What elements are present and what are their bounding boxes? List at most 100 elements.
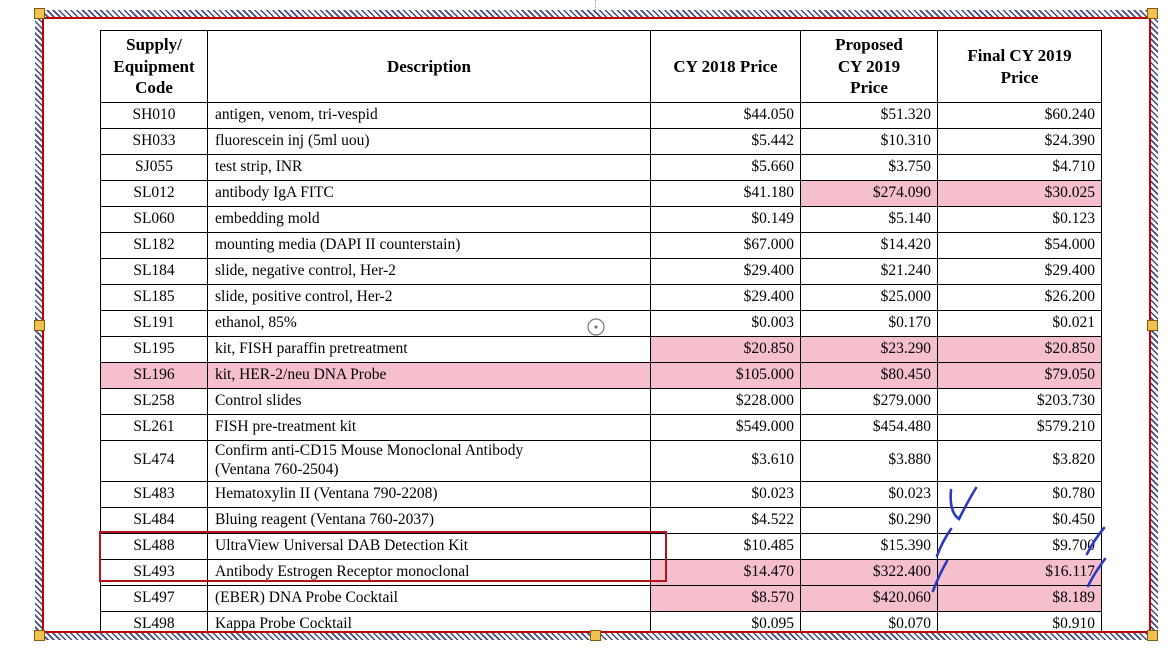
proposed-cell: $0.290 [800, 506, 938, 534]
cy2018-cell: $105.000 [650, 362, 801, 389]
final-cell: $9.700 [937, 532, 1102, 560]
header-cell: Final CY 2019 Price [937, 30, 1102, 103]
description-cell: slide, negative control, Her-2 [207, 258, 651, 285]
proposed-cell: $14.420 [800, 232, 938, 259]
final-cell: $3.820 [937, 440, 1102, 482]
proposed-cell: $3.750 [800, 154, 938, 181]
table-row: SL483 Hematoxylin II (Ventana 790-2208) $0… [100, 480, 1102, 508]
table-row: SL493 Antibody Estrogen Receptor monoclon… [100, 558, 1102, 586]
cy2018-cell: $0.003 [650, 310, 801, 337]
code-cell: SH010 [100, 102, 208, 129]
cy2018-cell: $29.400 [650, 258, 801, 285]
selection-handle-middle-left[interactable] [34, 320, 45, 331]
cy2018-cell: $5.442 [650, 128, 801, 155]
code-cell: SL182 [100, 232, 208, 259]
table-row: SL185 slide, positive control, Her-2 $29.4… [100, 284, 1102, 311]
cy2018-cell: $20.850 [650, 336, 801, 363]
code-cell: SL060 [100, 206, 208, 233]
final-cell: $20.850 [937, 336, 1102, 363]
final-cell: $0.123 [937, 206, 1102, 233]
proposed-cell: $15.390 [800, 532, 938, 560]
description-cell: fluorescein inj (5ml uou) [207, 128, 651, 155]
cy2018-cell: $3.610 [650, 440, 801, 482]
final-cell: $60.240 [937, 102, 1102, 129]
cy2018-cell: $41.180 [650, 180, 801, 207]
proposed-cell: $274.090 [800, 180, 938, 207]
description-cell: Confirm anti-CD15 Mouse Monoclonal Antib… [207, 440, 651, 482]
selection-border-top[interactable] [35, 10, 1158, 17]
table-row: SH010 antigen, venom, tri-vespid $44.050 $5… [100, 102, 1102, 129]
selection-handle-top-right[interactable] [1147, 8, 1158, 19]
supply-price-table: Supply/ Equipment Code Description CY 2018… [100, 30, 1102, 638]
code-cell: SL493 [100, 558, 208, 586]
code-cell: SL196 [100, 362, 208, 389]
selection-handle-bottom-left[interactable] [34, 630, 45, 641]
description-cell: test strip, INR [207, 154, 651, 181]
cy2018-cell: $14.470 [650, 558, 801, 586]
cy2018-cell: $8.570 [650, 584, 801, 612]
selection-handle-bottom-middle[interactable] [590, 630, 601, 641]
cy2018-cell: $29.400 [650, 284, 801, 311]
cy2018-cell: $44.050 [650, 102, 801, 129]
header-cell: Description [207, 30, 651, 103]
table-row: SL484 Bluing reagent (Ventana 760-2037) $4… [100, 506, 1102, 534]
final-cell: $29.400 [937, 258, 1102, 285]
proposed-cell: $279.000 [800, 388, 938, 415]
table-row: SL195 kit, FISH paraffin pretreatment $20.… [100, 336, 1102, 363]
description-cell: kit, FISH paraffin pretreatment [207, 336, 651, 363]
selection-handle-top-left[interactable] [34, 8, 45, 19]
cy2018-cell: $228.000 [650, 388, 801, 415]
proposed-cell: $3.880 [800, 440, 938, 482]
description-cell: Control slides [207, 388, 651, 415]
header-row: Supply/ Equipment Code Description CY 2018… [100, 30, 1102, 103]
header-cell: Proposed CY 2019 Price [800, 30, 938, 103]
cy2018-cell: $5.660 [650, 154, 801, 181]
table-row: SL258 Control slides $228.000 $279.000 $203.… [100, 388, 1102, 415]
proposed-cell: $23.290 [800, 336, 938, 363]
table-row: SH033 fluorescein inj (5ml uou) $5.442 $10.… [100, 128, 1102, 155]
description-cell: mounting media (DAPI II counterstain) [207, 232, 651, 259]
cy2018-cell: $4.522 [650, 506, 801, 534]
code-cell: SL185 [100, 284, 208, 311]
code-cell: SL474 [100, 440, 208, 482]
cy2018-cell: $10.485 [650, 532, 801, 560]
final-cell: $0.780 [937, 480, 1102, 508]
code-cell: SH033 [100, 128, 208, 155]
table-row: SL196 kit, HER-2/neu DNA Probe $105.000 $80… [100, 362, 1102, 389]
proposed-cell: $322.400 [800, 558, 938, 586]
code-cell: SL191 [100, 310, 208, 337]
code-cell: SJ055 [100, 154, 208, 181]
final-cell: $54.000 [937, 232, 1102, 259]
final-cell: $579.210 [937, 414, 1102, 441]
table-row: SL060 embedding mold $0.149 $5.140 $0.123 [100, 206, 1102, 233]
selection-handle-bottom-right[interactable] [1147, 630, 1158, 641]
header-cell: Supply/ Equipment Code [100, 30, 208, 103]
code-cell: SL261 [100, 414, 208, 441]
code-cell: SL488 [100, 532, 208, 560]
cy2018-cell: $67.000 [650, 232, 801, 259]
description-cell: Bluing reagent (Ventana 760-2037) [207, 506, 651, 534]
proposed-cell: $5.140 [800, 206, 938, 233]
proposed-cell: $0.170 [800, 310, 938, 337]
table-row: SL474 Confirm anti-CD15 Mouse Monoclonal … [100, 440, 1102, 482]
table-row: SJ055 test strip, INR $5.660 $3.750 $4.710 [100, 154, 1102, 181]
description-cell: embedding mold [207, 206, 651, 233]
final-cell: $0.450 [937, 506, 1102, 534]
table-row: SL184 slide, negative control, Her-2 $29.4… [100, 258, 1102, 285]
selection-handle-middle-right[interactable] [1147, 320, 1158, 331]
final-cell: $79.050 [937, 362, 1102, 389]
description-cell: antigen, venom, tri-vespid [207, 102, 651, 129]
table-body: SH010 antigen, venom, tri-vespid $44.050 $5… [100, 102, 1102, 638]
final-cell: $4.710 [937, 154, 1102, 181]
final-cell: $8.189 [937, 584, 1102, 612]
code-cell: SL195 [100, 336, 208, 363]
cy2018-cell: $0.023 [650, 480, 801, 508]
table-row: SL182 mounting media (DAPI II counterstai… [100, 232, 1102, 259]
code-cell: SL484 [100, 506, 208, 534]
final-cell: $30.025 [937, 180, 1102, 207]
description-cell: slide, positive control, Her-2 [207, 284, 651, 311]
code-cell: SL483 [100, 480, 208, 508]
cy2018-cell: $0.149 [650, 206, 801, 233]
proposed-cell: $0.023 [800, 480, 938, 508]
table-row: SL012 antibody IgA FITC $41.180 $274.090 $30… [100, 180, 1102, 207]
